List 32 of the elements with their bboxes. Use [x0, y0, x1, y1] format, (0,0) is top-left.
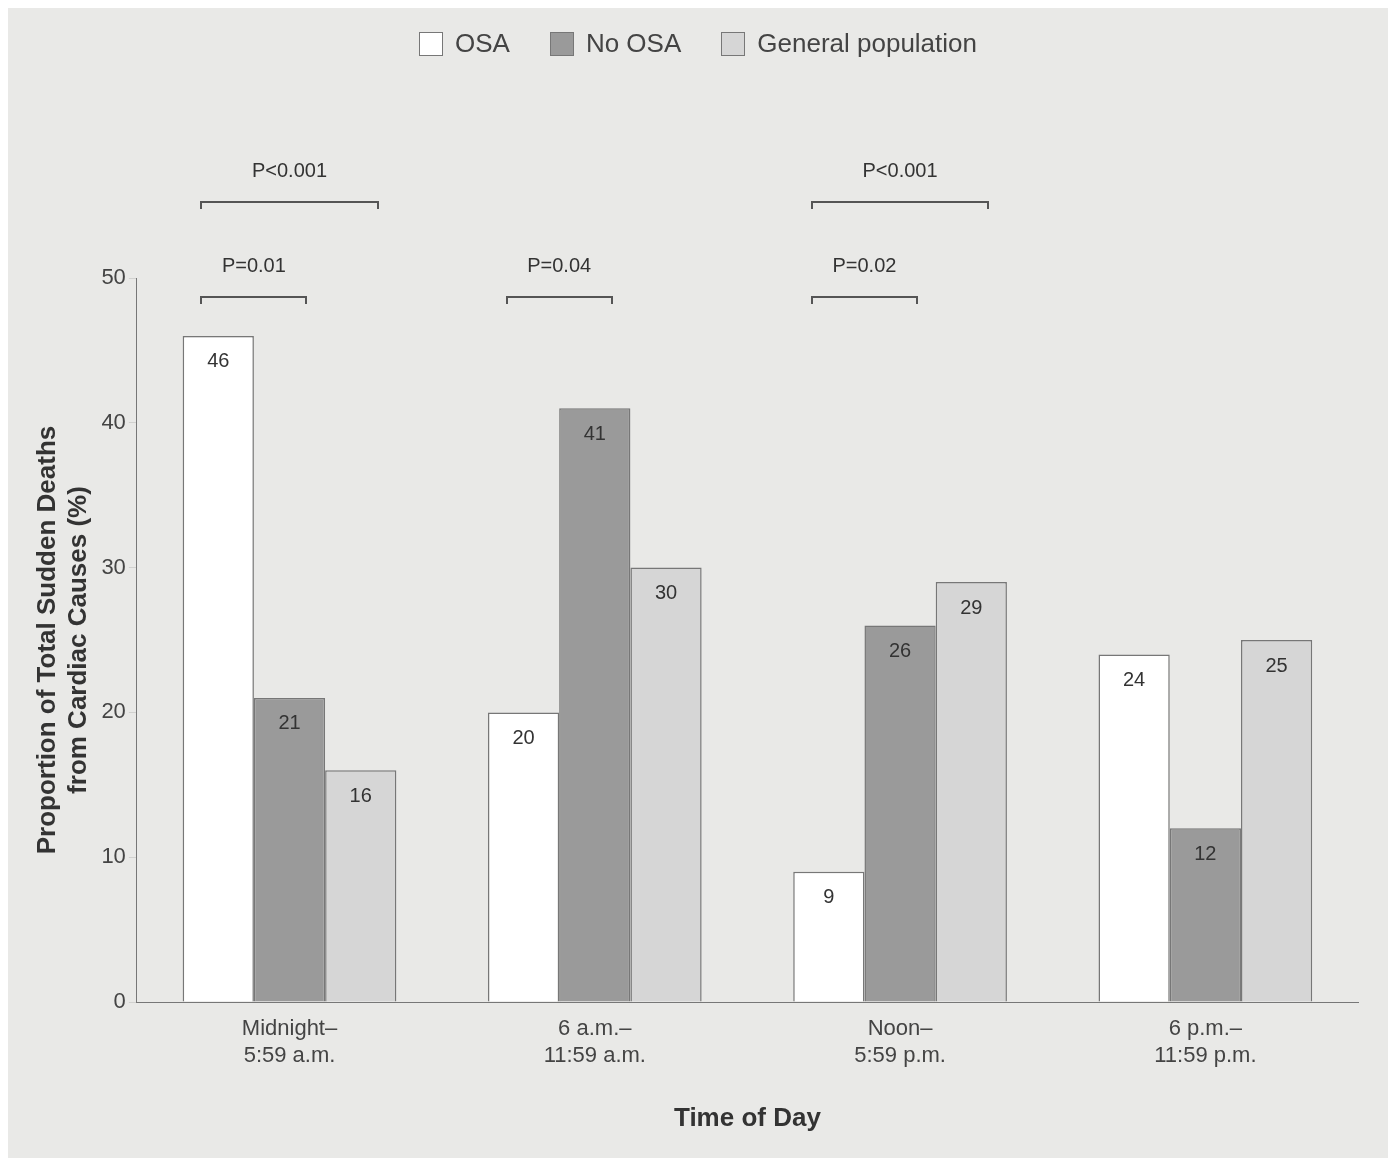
y-tick-label: 20 — [101, 698, 126, 724]
x-tick-label: 6 p.m.– 11:59 p.m. — [1154, 1015, 1257, 1067]
x-tick-label: 6 a.m.– 11:59 a.m. — [543, 1015, 646, 1067]
data-label: 9 — [823, 885, 835, 908]
data-label: 30 — [654, 581, 678, 604]
text: P=0.02 — [831, 254, 898, 277]
x-tick-label: Midnight– 5:59 a.m. — [241, 1015, 338, 1067]
data-label: 16 — [349, 783, 372, 806]
data-label: 46 — [207, 349, 230, 372]
data-label: 29 — [960, 595, 983, 618]
text: P<0.001 — [250, 159, 329, 182]
legend-label: No OSA — [585, 28, 682, 59]
x-tick-label: Noon– 5:59 p.m. — [854, 1015, 946, 1067]
y-tick-label: 50 — [101, 264, 126, 290]
y-tick-label: 30 — [101, 553, 126, 579]
data-label: 41 — [583, 421, 606, 444]
y-tick-label: 0 — [113, 988, 126, 1014]
y-tick-label: 40 — [101, 408, 126, 434]
data-label: 12 — [1194, 841, 1217, 864]
text: P=0.01 — [220, 254, 287, 277]
text: P=0.04 — [526, 254, 593, 277]
data-label: 26 — [888, 639, 912, 662]
data-label: 20 — [512, 725, 535, 748]
text: P<0.001 — [861, 159, 939, 182]
legend-label: OSA — [454, 28, 510, 59]
y-tick-label: 10 — [101, 843, 126, 869]
x-axis-title: Time of Day — [673, 1101, 822, 1132]
data-label: 21 — [278, 711, 301, 734]
legend-label: General population — [757, 28, 977, 59]
y-axis-title: Proportion of Total Sudden Deaths from Cardiac Causes (%) — [30, 425, 92, 855]
data-label: 25 — [1265, 653, 1288, 676]
data-label: 24 — [1123, 668, 1146, 690]
